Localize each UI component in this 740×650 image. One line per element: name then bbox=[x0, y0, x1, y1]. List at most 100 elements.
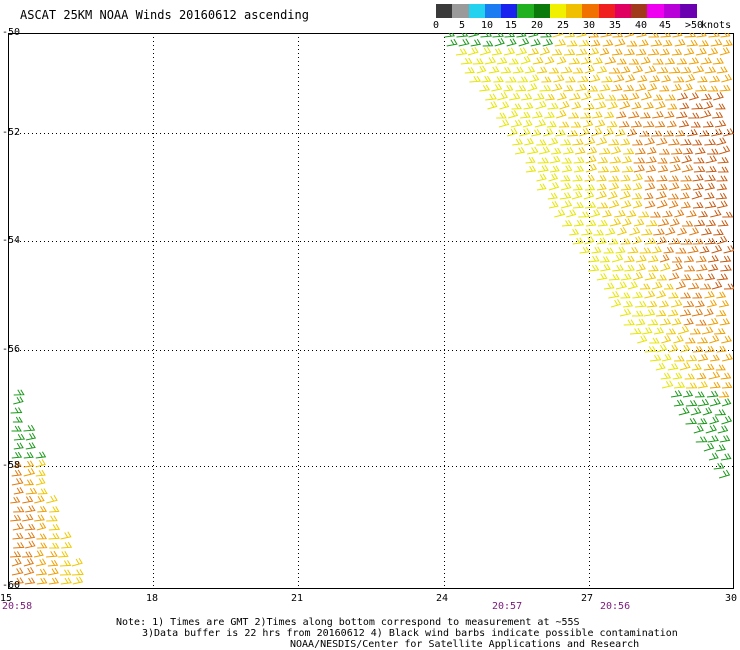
wind-barb bbox=[668, 344, 679, 353]
wind-barb bbox=[61, 541, 73, 549]
wind-barb bbox=[23, 567, 35, 576]
wind-barb bbox=[23, 479, 34, 486]
colorbar-label-15: 15 bbox=[505, 20, 518, 31]
wind-barb bbox=[688, 112, 700, 119]
wind-barb bbox=[563, 84, 574, 92]
colorbar-segment bbox=[631, 4, 648, 18]
wind-barb bbox=[711, 244, 723, 254]
wind-barb bbox=[537, 164, 549, 173]
wind-barb bbox=[668, 175, 680, 182]
wind-barb bbox=[580, 112, 592, 119]
wind-barb bbox=[59, 569, 72, 576]
wind-barb bbox=[493, 76, 504, 83]
lon-label-21: 21 bbox=[291, 593, 304, 604]
wind-barb bbox=[23, 558, 34, 567]
wind-barb bbox=[689, 92, 699, 101]
wind-barb bbox=[608, 199, 620, 209]
wind-barb bbox=[716, 291, 727, 299]
wind-barb bbox=[719, 255, 732, 263]
wind-barb bbox=[665, 328, 677, 335]
wind-barb bbox=[715, 103, 726, 110]
wind-barb bbox=[712, 111, 724, 119]
wind-barb bbox=[607, 101, 618, 110]
wind-barb bbox=[673, 76, 685, 83]
wind-barb bbox=[657, 218, 670, 227]
wind-barb bbox=[558, 121, 570, 128]
wind-barb bbox=[693, 425, 704, 434]
wind-barb bbox=[659, 300, 670, 308]
wind-barb bbox=[570, 121, 582, 128]
wind-barb bbox=[591, 246, 602, 254]
wind-barb bbox=[620, 174, 631, 182]
wind-barb bbox=[619, 308, 632, 317]
wind-barb bbox=[656, 236, 667, 245]
wind-barb bbox=[628, 111, 640, 119]
wind-barb bbox=[695, 319, 707, 326]
wind-barb bbox=[687, 245, 699, 254]
wind-barb bbox=[680, 274, 692, 281]
wind-barb bbox=[692, 292, 703, 299]
wind-barb bbox=[632, 291, 644, 299]
wind-barb bbox=[611, 84, 623, 92]
wind-barb bbox=[599, 47, 610, 56]
wind-barb bbox=[717, 166, 729, 173]
wind-barb bbox=[689, 227, 700, 236]
wind-barb bbox=[614, 38, 626, 47]
wind-barb bbox=[444, 33, 455, 38]
wind-barb bbox=[547, 102, 559, 110]
wind-barb bbox=[476, 65, 487, 74]
wind-barb bbox=[22, 551, 33, 558]
footnote-line-3: NOAA/NESDIS/Center for Satellite Applica… bbox=[290, 639, 640, 650]
wind-barb bbox=[572, 184, 583, 191]
wind-barb bbox=[612, 264, 624, 272]
wind-barb bbox=[692, 65, 705, 74]
wind-barb bbox=[692, 139, 703, 146]
wind-barb bbox=[11, 557, 22, 567]
wind-barb bbox=[720, 453, 732, 461]
wind-barb bbox=[575, 48, 588, 56]
wind-barb bbox=[13, 542, 25, 549]
wind-barb bbox=[563, 49, 576, 56]
wind-barb bbox=[36, 533, 48, 540]
wind-barb bbox=[691, 190, 703, 200]
wind-barb bbox=[722, 39, 733, 47]
wind-barb bbox=[584, 174, 596, 182]
wind-barb bbox=[560, 66, 573, 74]
wind-barb bbox=[705, 155, 717, 164]
wind-barb bbox=[71, 557, 83, 567]
wind-barb bbox=[36, 522, 47, 531]
wind-barb bbox=[685, 382, 698, 389]
wind-barb bbox=[512, 66, 524, 74]
wind-barb bbox=[577, 75, 589, 83]
wind-barb bbox=[608, 290, 620, 299]
wind-barb bbox=[632, 65, 644, 74]
wind-barb bbox=[644, 175, 655, 182]
wind-barb bbox=[597, 156, 609, 164]
wind-barb bbox=[517, 76, 529, 83]
wind-barb bbox=[633, 218, 645, 227]
wind-barb bbox=[659, 148, 670, 155]
wind-barb bbox=[25, 442, 36, 450]
wind-barb bbox=[707, 148, 719, 155]
wind-barb bbox=[677, 92, 689, 101]
wind-barb bbox=[671, 148, 683, 155]
wind-barb bbox=[60, 531, 72, 540]
lon-label-30: 30 bbox=[725, 593, 738, 604]
wind-barb bbox=[36, 577, 48, 585]
wind-barb bbox=[644, 272, 657, 281]
wind-barb bbox=[673, 381, 686, 389]
wind-barb bbox=[503, 47, 516, 56]
wind-barb bbox=[644, 200, 656, 209]
wind-barb bbox=[719, 84, 731, 92]
lat-label-60: -60 bbox=[2, 580, 21, 591]
wind-barb bbox=[37, 488, 48, 495]
wind-barb bbox=[22, 495, 34, 504]
wind-barb bbox=[715, 309, 727, 317]
wind-barb bbox=[641, 327, 653, 335]
wind-barb bbox=[697, 398, 710, 407]
wind-barb bbox=[532, 56, 544, 65]
colorbar-segment bbox=[614, 4, 632, 18]
wind-barb bbox=[667, 363, 679, 371]
wind-barb bbox=[524, 137, 534, 146]
wind-barb bbox=[34, 495, 45, 504]
